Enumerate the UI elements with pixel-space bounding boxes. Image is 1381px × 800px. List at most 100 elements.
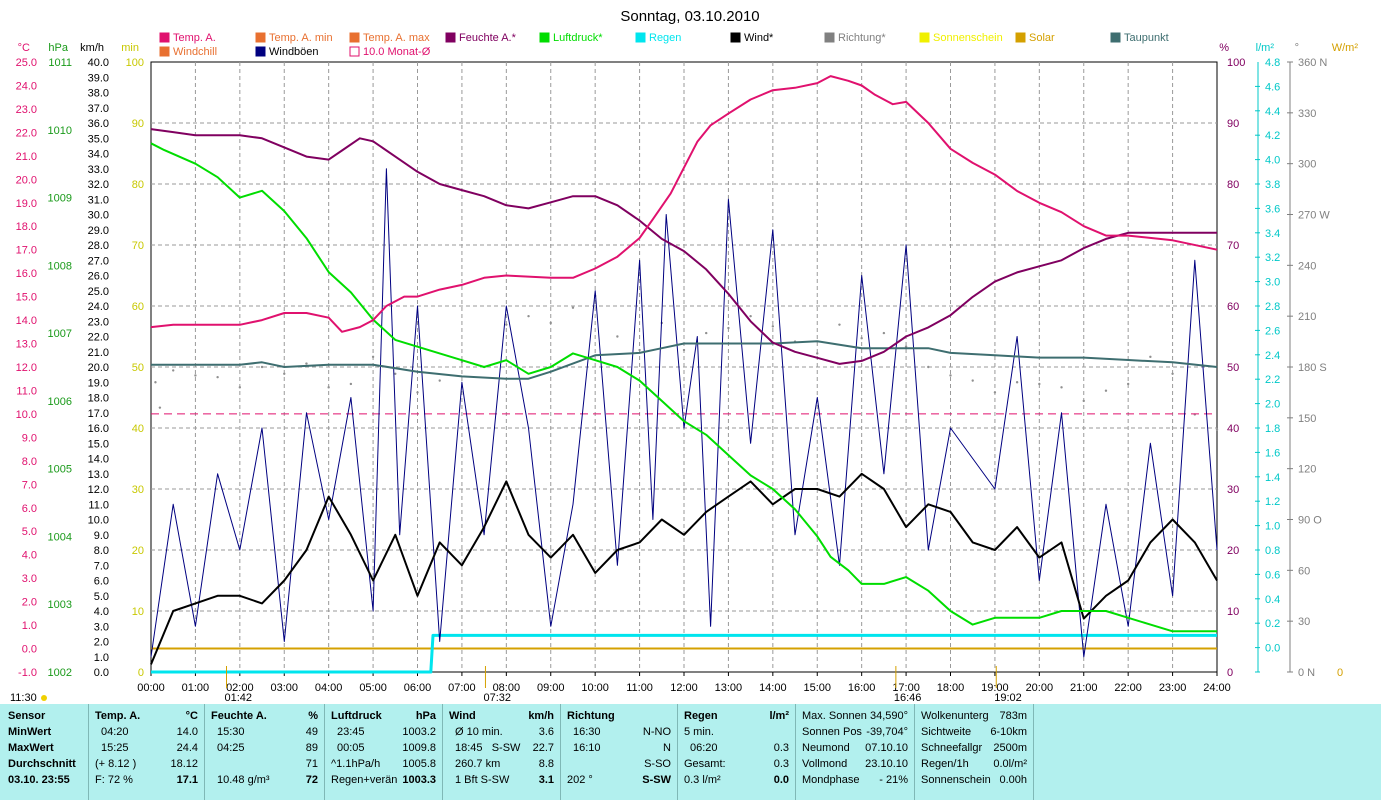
wind-axis-tick: 21.0 (88, 347, 109, 359)
stats-cell: 23:45 (337, 726, 365, 738)
wind-axis-tick: 1.0 (94, 652, 109, 664)
rain-axis-tick: 2.6 (1265, 325, 1280, 337)
direction-point (971, 379, 974, 382)
stats-value: 8.8 (538, 758, 554, 770)
wind-axis-tick: 37.0 (88, 103, 109, 115)
temp-axis-tick: 12.0 (16, 362, 37, 374)
stats-cell: 04:25 (217, 742, 245, 754)
direction-point (154, 381, 157, 384)
x-axis-tick: 22:00 (1114, 682, 1142, 694)
direction-axis-tick: 270 W (1298, 210, 1330, 222)
stats-cell: Schneefallgr (921, 742, 983, 754)
direction-point (816, 352, 819, 355)
stats-value: 1009.8 (402, 742, 436, 754)
stats-value: 2500m (993, 742, 1027, 754)
sun-axis-tick: 10 (132, 606, 144, 618)
direction-axis-tick: 0 N (1298, 667, 1315, 679)
legend-label: Windchill (173, 46, 217, 58)
direction-point (616, 335, 619, 338)
noon-marker-label: 07:32 (483, 692, 511, 704)
direction-point (216, 375, 219, 379)
series-windb-en (150, 168, 1218, 658)
sun-axis-tick: 50 (132, 362, 144, 374)
rain-axis-tick: 1.4 (1265, 472, 1280, 484)
wind-axis-tick: 34.0 (88, 149, 109, 161)
wind-axis-tick: 31.0 (88, 194, 109, 206)
direction-point (438, 379, 441, 382)
direction-point (1104, 389, 1108, 392)
direction-point (1126, 382, 1130, 386)
wind-axis-tick: 17.0 (88, 408, 109, 420)
rain-axis-tick: 4.0 (1265, 155, 1280, 167)
wind-axis-tick: 35.0 (88, 133, 109, 145)
stats-row-label: Durchschnitt (8, 758, 76, 770)
temp-axis-tick: 9.0 (22, 432, 37, 444)
stats-col-sensor: Sensor MinWert MaxWert Durchschnitt 03.1… (0, 704, 89, 800)
direction-point (549, 321, 552, 325)
wind-axis-tick: 16.0 (88, 423, 109, 435)
sun-axis-tick: 40 (132, 423, 144, 435)
wind-axis-tick: 14.0 (88, 454, 109, 466)
wind-axis-tick: 29.0 (88, 225, 109, 237)
stats-header: Regen (684, 710, 718, 722)
legend-label: Regen (649, 32, 681, 44)
chart-title: Sonntag, 03.10.2010 (620, 8, 759, 25)
stats-value: 3.6 (538, 726, 554, 738)
sunrise-marker-label: 01:42 (225, 692, 253, 704)
temp-axis-tick: 3.0 (22, 573, 37, 585)
legend-swatch (919, 32, 930, 43)
pressure-axis-tick: 1005 (48, 464, 72, 476)
stats-cell: 5 min. (684, 726, 714, 738)
direction-point (1215, 428, 1219, 431)
x-axis-tick: 24:00 (1203, 682, 1231, 694)
rain-axis-tick: 4.8 (1265, 57, 1280, 69)
wind-axis-tick: 28.0 (88, 240, 109, 252)
temp-axis-tick: 16.0 (16, 268, 37, 280)
rain-axis-tick: 4.2 (1265, 130, 1280, 142)
wind-axis-tick: 39.0 (88, 72, 109, 84)
direction-point (682, 348, 686, 352)
legend-label: Solar (1029, 32, 1055, 44)
time-markers: 11:30 01:42 07:32 16:46 19:02 (10, 666, 1022, 704)
x-axis-tick: 23:00 (1159, 682, 1187, 694)
series-regen (151, 633, 1217, 674)
temp-axis-tick: 1.0 (22, 620, 37, 632)
sun-axis-tick: 20 (132, 545, 144, 557)
temp-axis-tick: 8.0 (22, 456, 37, 468)
humidity-axis-tick: 30 (1227, 484, 1239, 496)
pressure-unit: hPa (48, 42, 68, 54)
stats-unit: l/m² (769, 710, 789, 722)
direction-point (1015, 381, 1019, 384)
x-axis-tick: 04:00 (315, 682, 343, 694)
pressure-axis-tick: 1006 (48, 396, 72, 408)
series-layer (150, 75, 1219, 674)
stats-value: 0.3 (773, 742, 789, 754)
rain-axis-tick: 0.8 (1265, 545, 1280, 557)
wind-axis-tick: 2.0 (94, 637, 109, 649)
wind-unit: km/h (80, 42, 104, 54)
rain-axis-tick: 3.6 (1265, 203, 1280, 215)
direction-unit: ° (1295, 42, 1299, 54)
legend-label: 10.0 Monat-Ø (363, 46, 431, 58)
temp-axis-tick: 20.0 (16, 174, 37, 186)
series-temp-a (150, 75, 1218, 333)
series-taupunkt (151, 340, 1218, 380)
direction-point (158, 406, 162, 409)
stats-cell: 10.48 g/m³ (217, 774, 270, 786)
wind-axis-tick: 36.0 (88, 118, 109, 130)
rain-axis-tick: 1.8 (1265, 423, 1280, 435)
stats-cell: 202 ° (567, 774, 593, 786)
stats-value: 07.10.10 (865, 742, 908, 754)
wind-axis-tick: 15.0 (88, 438, 109, 450)
temp-axis-tick: 22.0 (16, 127, 37, 139)
stats-row-label: 03.10. 23:55 (8, 774, 70, 786)
temp-axis-tick: 2.0 (22, 597, 37, 609)
stats-col-rain: Regen l/m² 5 min. 06:20 0.3 Gesamt: 0.3 0.3… (678, 704, 796, 800)
stats-value: 49 (305, 726, 318, 738)
direction-point (993, 391, 997, 394)
direction-point (705, 331, 708, 335)
temp-axis-tick: 0.0 (22, 644, 37, 656)
stats-col-sun: Max. Sonnen 34,590° Sonnen Pos -39,704° Ne… (796, 704, 915, 800)
stats-cell: Sichtweite (921, 726, 972, 738)
wind-axis-tick: 6.0 (94, 576, 109, 588)
